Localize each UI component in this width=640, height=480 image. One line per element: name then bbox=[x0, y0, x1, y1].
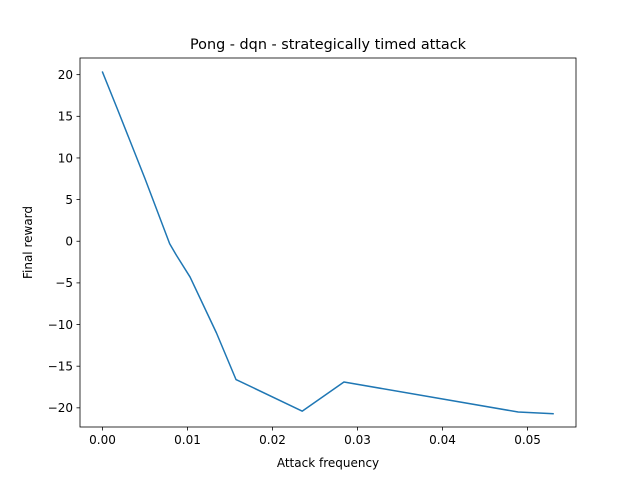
x-tick-label: 0.02 bbox=[259, 433, 286, 447]
y-tick-label: −5 bbox=[55, 276, 73, 290]
y-tick-label: −15 bbox=[48, 359, 73, 373]
y-tick-label: 10 bbox=[58, 151, 73, 165]
chart-title: Pong - dqn - strategically timed attack bbox=[190, 37, 467, 53]
y-tick-label: −10 bbox=[48, 318, 73, 332]
x-tick-label: 0.05 bbox=[514, 433, 541, 447]
plot-area: 0.00 0.01 0.02 0.03 0.04 0.05 −20 −15 −10 −5 0 5 10 1… bbox=[48, 68, 554, 447]
y-tick-label: −20 bbox=[48, 401, 73, 415]
y-tick-label: 0 bbox=[65, 235, 73, 249]
y-tick-label: 15 bbox=[58, 110, 73, 124]
x-axis-label: Attack frequency bbox=[277, 456, 379, 470]
y-axis-label: Final reward bbox=[21, 206, 35, 279]
y-tick-label: 20 bbox=[58, 68, 73, 82]
x-tick-label: 0.00 bbox=[89, 433, 116, 447]
series-line bbox=[101, 71, 554, 415]
x-tick-label: 0.04 bbox=[429, 433, 456, 447]
y-tick-label: 5 bbox=[65, 193, 73, 207]
x-tick-label: 0.01 bbox=[174, 433, 201, 447]
axes-frame bbox=[79, 57, 577, 428]
x-tick-label: 0.03 bbox=[344, 433, 371, 447]
